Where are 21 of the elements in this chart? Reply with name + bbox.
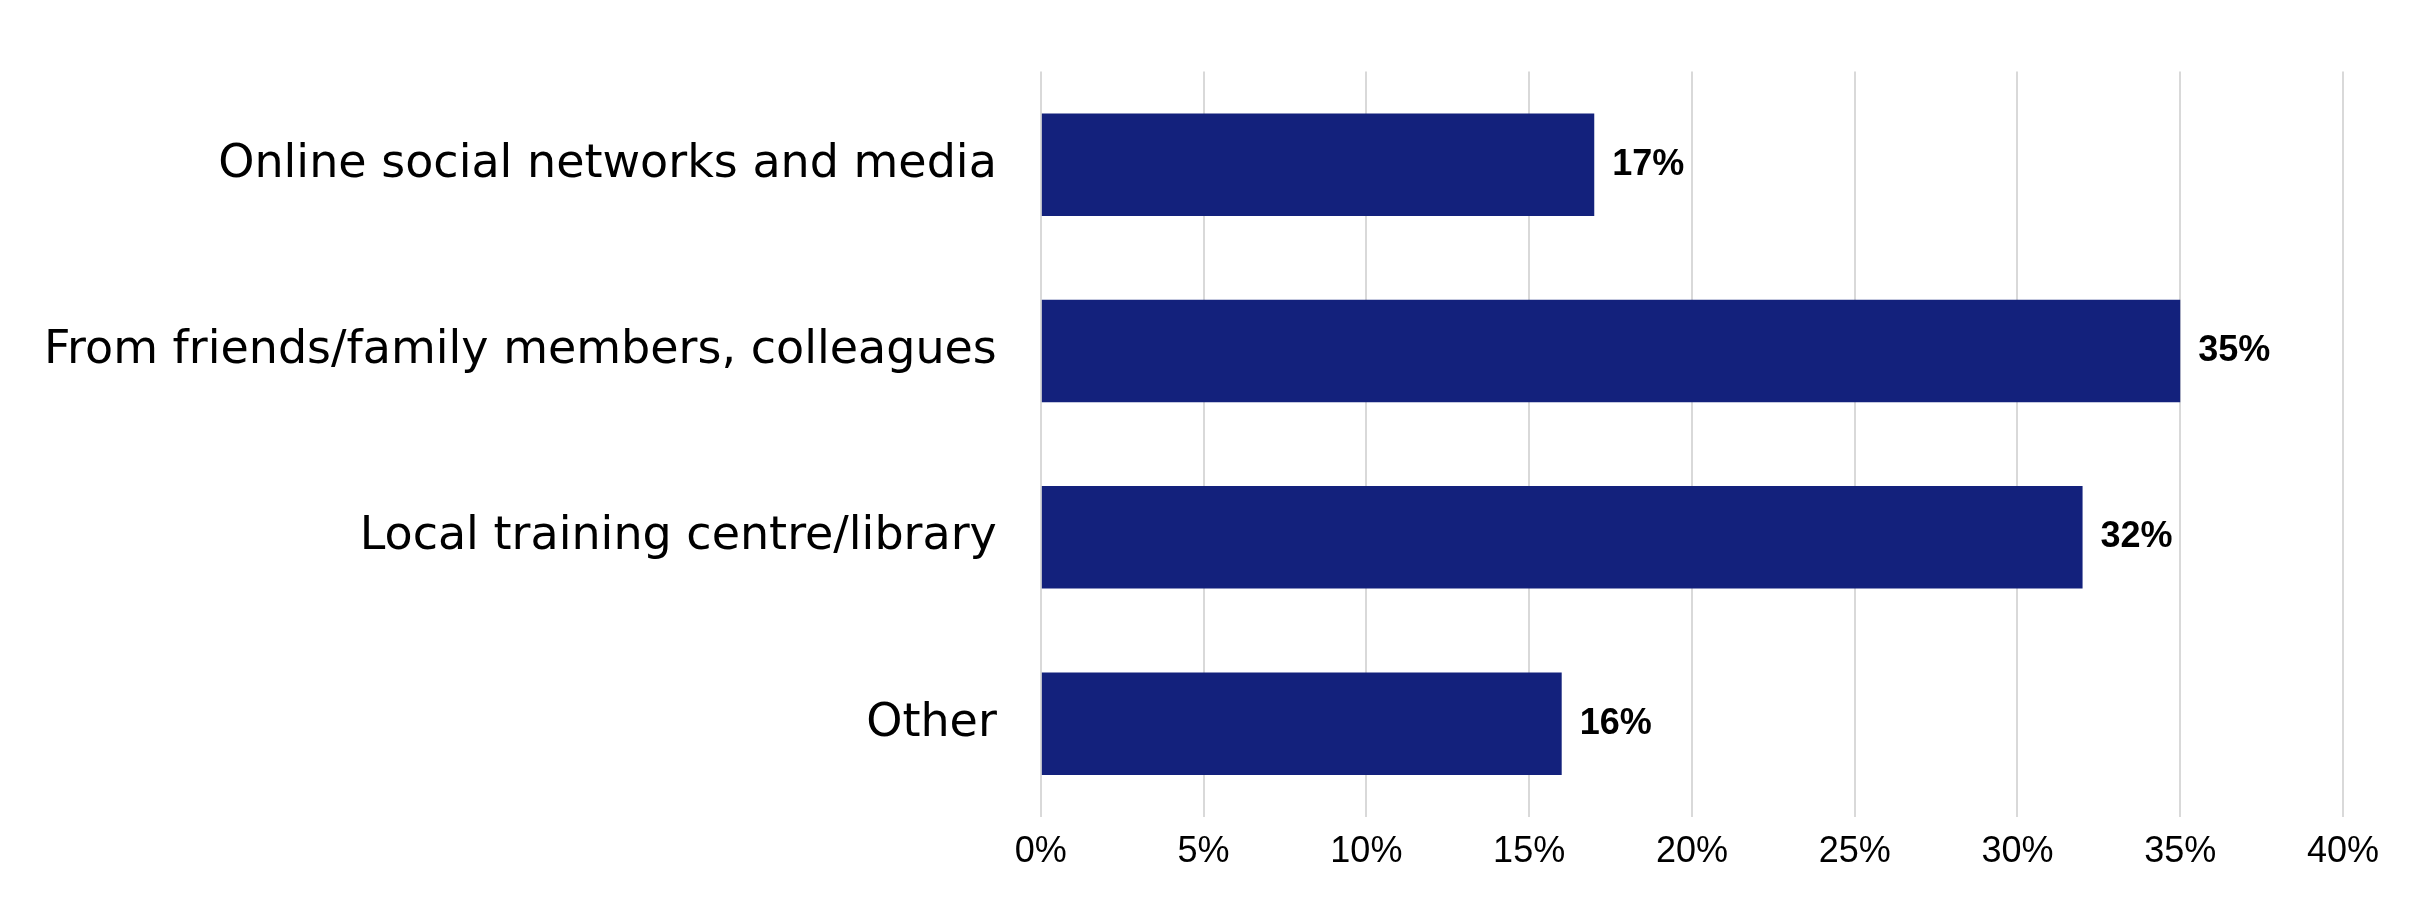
x-tick-label: 25% bbox=[1818, 829, 1891, 871]
data-label: 16% bbox=[1579, 700, 1652, 742]
bar bbox=[1041, 299, 2181, 403]
x-tick-label: 30% bbox=[1981, 829, 2054, 871]
y-tick-label: From friends/family members, colleagues bbox=[43, 320, 997, 374]
x-tick-label: 0% bbox=[1014, 829, 1067, 871]
bar bbox=[1041, 672, 1562, 775]
bar bbox=[1041, 113, 1595, 216]
x-tick-label: 40% bbox=[2306, 829, 2380, 871]
x-tick-label: 15% bbox=[1493, 829, 1566, 871]
x-tick-label: 20% bbox=[1655, 829, 1728, 871]
data-label: 17% bbox=[1612, 141, 1685, 183]
x-tick-label: 5% bbox=[1177, 829, 1230, 871]
data-label: 35% bbox=[2198, 327, 2271, 369]
y-tick-label: Other bbox=[866, 692, 997, 747]
data-label: 32% bbox=[2100, 514, 2173, 556]
y-tick-label: Local training centre/library bbox=[359, 506, 997, 561]
x-tick-label: 35% bbox=[2144, 829, 2217, 871]
bar bbox=[1041, 486, 2083, 589]
y-tick-label: Online social networks and media bbox=[218, 133, 997, 188]
x-tick-label: 10% bbox=[1330, 829, 1403, 871]
